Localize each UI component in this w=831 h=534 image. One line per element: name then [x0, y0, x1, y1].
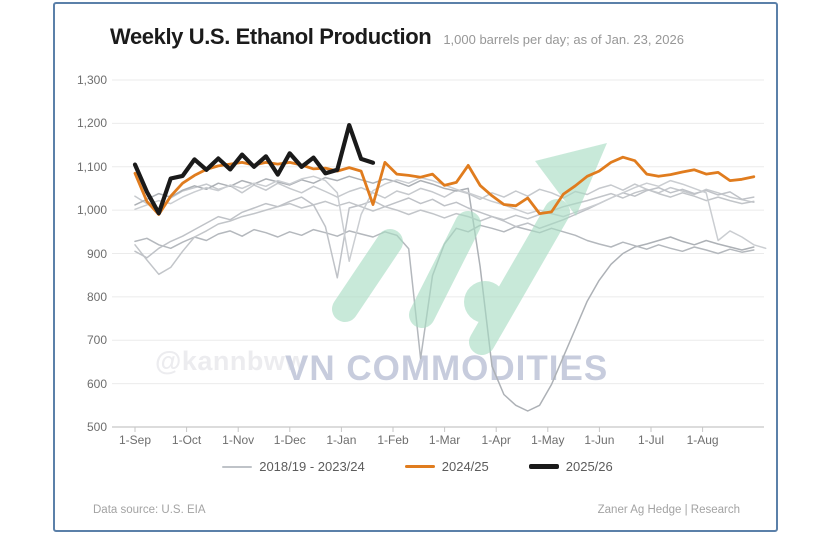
chart-plot-area [112, 79, 767, 432]
x-tick-label: 1-Feb [377, 433, 409, 447]
x-tick-label: 1-Aug [686, 433, 719, 447]
watermark-handle: @kannbww [155, 346, 307, 376]
y-tick-label: 1,100 [76, 159, 107, 174]
series-line-2019-20 [134, 175, 755, 412]
x-tick-label: 1-Jan [326, 433, 357, 447]
x-tick-label: 1-Jun [584, 433, 615, 447]
series-line-2024-25 [133, 155, 756, 216]
chart-title: Weekly U.S. Ethanol Production [110, 24, 432, 49]
y-tick-label: 1,000 [76, 203, 107, 218]
current-years-lines [132, 122, 756, 216]
gridlines [112, 79, 764, 428]
series-line-2022-23 [134, 186, 755, 279]
x-tick-label: 1-Apr [481, 433, 511, 447]
trend-up-arrow-logo-icon [332, 143, 607, 355]
legend-swatch [404, 465, 435, 468]
legend-item: 2018/19 - 2023/24 [222, 459, 365, 474]
y-tick-label: 1,200 [76, 116, 107, 131]
legend-label: 2024/25 [441, 459, 489, 474]
legend-swatch [222, 465, 253, 468]
y-tick-label: 700 [86, 333, 107, 348]
x-tick-label: 1-Oct [171, 433, 202, 447]
chart-header: Weekly U.S. Ethanol Production 1,000 bar… [110, 24, 760, 50]
series-line-2025-26 [132, 122, 376, 216]
chart-subtitle: 1,000 barrels per day; as of Jan. 23, 20… [443, 32, 684, 47]
x-tick-label: 1-Sep [118, 433, 152, 447]
legend-item: 2025/26 [528, 459, 613, 474]
prior-years-lines [134, 175, 767, 412]
legend-label: 2025/26 [565, 459, 613, 474]
footer-data-source: Data source: U.S. EIA [93, 504, 206, 516]
series-line-2018-19 [134, 182, 755, 212]
x-tick-label: 1-Nov [222, 433, 255, 447]
legend-item: 2024/25 [404, 459, 489, 474]
x-tick-label: 1-May [531, 433, 565, 447]
y-tick-label: 600 [86, 376, 107, 391]
x-axis [112, 426, 764, 432]
legend: 2018/19 - 2023/24 2024/25 2025/26 [55, 459, 780, 474]
x-tick-label: 1-Mar [428, 433, 461, 447]
series-line-2023-24 [134, 175, 767, 263]
series-line-2021-22 [134, 188, 755, 276]
x-tick-label: 1-Dec [273, 433, 306, 447]
legend-label: 2018/19 - 2023/24 [259, 459, 365, 474]
footer-credit: Zaner Ag Hedge | Research [597, 504, 740, 516]
chart-card: Weekly U.S. Ethanol Production 1,000 bar… [53, 2, 778, 532]
x-tick-label: 1-Jul [637, 433, 664, 447]
legend-swatch [528, 464, 559, 469]
y-tick-label: 500 [86, 420, 107, 434]
y-tick-label: 800 [86, 289, 107, 304]
y-tick-label: 1,300 [76, 73, 107, 87]
y-tick-label: 900 [86, 246, 107, 261]
